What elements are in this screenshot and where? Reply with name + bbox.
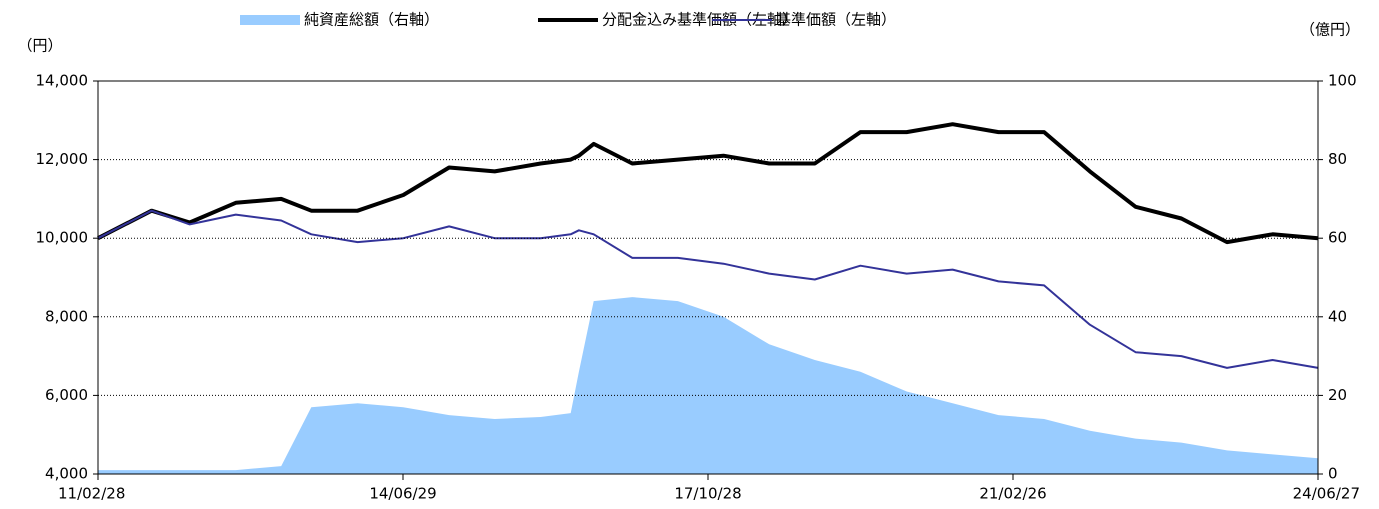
x-tick-label: 24/06/27 — [1293, 485, 1360, 503]
y2-tick-label: 20 — [1328, 386, 1347, 404]
y2-tick-label: 100 — [1328, 72, 1357, 90]
y-tick-label: 12,000 — [36, 150, 89, 168]
legend-label: 純資産総額（右軸） — [304, 11, 439, 29]
y-tick-label: 14,000 — [36, 72, 89, 90]
y2-axis-label: （億円） — [1300, 21, 1360, 39]
y-tick-label: 4,000 — [45, 465, 88, 483]
y2-tick-label: 80 — [1328, 150, 1347, 168]
x-tick-label: 11/02/28 — [58, 485, 125, 503]
x-tick-label: 21/02/26 — [979, 485, 1046, 503]
y-tick-label: 8,000 — [45, 307, 88, 325]
legend-label: 基準価額（左軸） — [776, 11, 896, 29]
line — [97, 209, 1319, 369]
y-tick-label: 10,000 — [36, 229, 89, 247]
y2-tick-label: 0 — [1328, 465, 1338, 483]
area — [98, 297, 1318, 474]
x-tick-label: 14/06/29 — [369, 485, 436, 503]
y2-tick-label: 40 — [1328, 307, 1347, 325]
legend-label: 分配金込み基準価額（左軸） — [602, 11, 797, 29]
line — [97, 122, 1319, 245]
y2-tick-label: 60 — [1328, 229, 1347, 247]
x-tick-label: 17/10/28 — [674, 485, 741, 503]
legend-swatch — [240, 15, 300, 25]
y-axis-label: （円） — [17, 37, 62, 55]
y-tick-label: 6,000 — [45, 386, 88, 404]
plot-frame — [97, 80, 1319, 475]
